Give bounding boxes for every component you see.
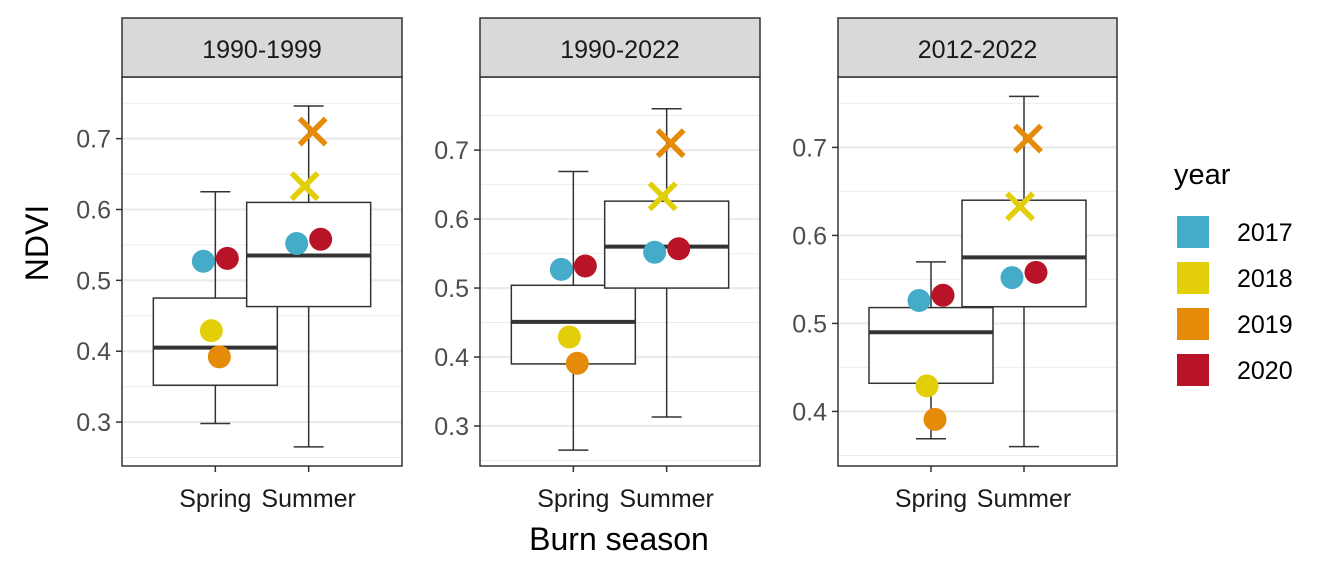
x-tick-label: Summer — [261, 485, 355, 513]
point-cross-2019 — [297, 116, 328, 147]
legend-key-2020 — [1177, 354, 1209, 386]
x-tick-label: Spring — [537, 485, 609, 513]
legend-key-2017 — [1177, 216, 1209, 248]
point-circle-2017 — [549, 257, 573, 281]
facet-strip-title: 1990-1999 — [202, 36, 322, 64]
point-cross-2019 — [655, 128, 686, 159]
cross-stroke — [1005, 191, 1035, 222]
legend-key-2019 — [1177, 308, 1209, 340]
cross-stroke — [655, 128, 686, 159]
box-summer — [245, 105, 372, 448]
x-axis-title: Burn season — [529, 521, 709, 557]
x-tick-label: Spring — [179, 485, 251, 513]
legend-label-2020: 2020 — [1237, 357, 1293, 385]
cross-stroke — [297, 116, 328, 147]
point-circle-2018 — [915, 374, 939, 398]
point-circle-2020 — [309, 227, 333, 251]
facet-panel-2012-2022: 0.4 0.5 0.6 0.7 2012-2022 Spring Summer — [792, 17, 1118, 513]
box-iqr — [961, 199, 1087, 308]
point-circle-2019 — [923, 407, 947, 431]
point-circle-2020 — [1024, 260, 1048, 284]
legend: year 2017 2018 2019 2020 — [1174, 159, 1293, 386]
y-tick-label: 0.3 — [434, 413, 469, 441]
y-tick-label: 0.5 — [76, 267, 111, 295]
legend-label-2018: 2018 — [1237, 265, 1293, 293]
point-circle-2019 — [565, 351, 589, 375]
box-spring — [510, 170, 637, 451]
y-tick-label: 0.7 — [792, 134, 827, 162]
y-tick-label: 0.4 — [434, 344, 469, 372]
cross-stroke — [647, 181, 678, 212]
y-tick-label: 0.6 — [76, 197, 111, 225]
box-iqr — [603, 200, 730, 289]
point-cross-2018 — [647, 181, 678, 212]
point-circle-2017 — [1000, 266, 1024, 290]
point-circle-2020 — [667, 237, 691, 261]
point-circle-2017 — [285, 232, 309, 256]
box-iqr — [510, 284, 637, 365]
point-circle-2020 — [215, 246, 239, 270]
y-tick-label: 0.4 — [792, 398, 827, 426]
x-tick-label: Summer — [619, 485, 713, 513]
point-cross-2018 — [289, 171, 320, 202]
facet-strip-title: 1990-2022 — [560, 36, 680, 64]
y-tick-label: 0.5 — [434, 275, 469, 303]
cross-stroke — [1013, 123, 1043, 154]
point-circle-2017 — [907, 289, 931, 313]
box-summer — [603, 107, 730, 418]
cross-stroke — [289, 171, 320, 202]
facet-panel-1990-1999: 0.3 0.4 0.5 0.6 0.7 1990-1999 Spring Summer — [76, 17, 403, 513]
point-cross-2018 — [1005, 191, 1035, 222]
y-axis-title: NDVI — [19, 205, 55, 281]
legend-label-2017: 2017 — [1237, 219, 1293, 247]
y-tick-label: 0.4 — [76, 338, 111, 366]
point-circle-2019 — [207, 345, 231, 369]
x-tick-label: Summer — [977, 485, 1071, 513]
box-iqr — [152, 297, 279, 386]
point-circle-2020 — [573, 254, 597, 278]
facet-strip — [479, 17, 761, 78]
box-summer — [961, 95, 1087, 448]
y-tick-label: 0.6 — [434, 206, 469, 234]
facet-panel-1990-2022: 0.3 0.4 0.5 0.6 0.7 1990-2022 Spring Summer — [434, 17, 761, 513]
box-iqr — [868, 306, 994, 385]
y-tick-label: 0.7 — [434, 137, 469, 165]
legend-title: year — [1174, 159, 1231, 191]
point-circle-2018 — [557, 325, 581, 349]
facet-strip — [837, 17, 1118, 78]
y-tick-label: 0.5 — [792, 310, 827, 338]
point-circle-2020 — [931, 283, 955, 307]
y-tick-label: 0.7 — [76, 126, 111, 154]
y-tick-label: 0.6 — [792, 222, 827, 250]
point-circle-2017 — [191, 249, 215, 273]
facet-strip — [121, 17, 403, 78]
x-tick-label: Spring — [895, 485, 967, 513]
point-circle-2017 — [643, 240, 667, 264]
legend-label-2019: 2019 — [1237, 311, 1293, 339]
y-tick-label: 0.3 — [76, 409, 111, 437]
point-circle-2018 — [199, 319, 223, 343]
facet-strip-title: 2012-2022 — [918, 36, 1038, 64]
point-cross-2019 — [1013, 123, 1043, 154]
legend-key-2018 — [1177, 262, 1209, 294]
